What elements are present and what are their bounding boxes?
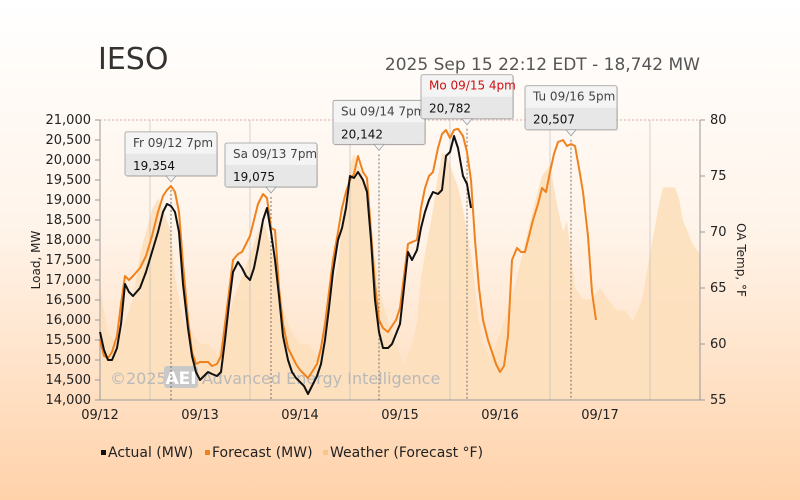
- weather-area-layer: [100, 153, 700, 400]
- callout-pointer: [461, 118, 473, 126]
- callout: Tu 09/16 5pm 20,507: [524, 85, 618, 137]
- x-tick-label: 09/16: [481, 408, 518, 423]
- legend-swatch-forecast: [205, 450, 210, 455]
- callout-value: 20,782: [429, 102, 471, 116]
- callout-value: 19,354: [133, 159, 175, 173]
- callout-pointer: [265, 186, 277, 194]
- y-tick-label: 15,500: [46, 333, 92, 348]
- callout: Su 09/14 7pm 20,142: [332, 99, 426, 151]
- callout-value: 20,507: [533, 113, 575, 127]
- series-line-layer: [99, 127, 597, 395]
- y-tick-label: 17,000: [46, 273, 92, 288]
- y-tick-label: 21,000: [46, 113, 92, 128]
- watermark: ©2025 AEI Advanced Energy Intelligence: [110, 366, 440, 389]
- y-tick-label: 14,000: [46, 393, 92, 408]
- y-tick-label: 20,500: [46, 133, 92, 148]
- y-axis-left: 14,000 14,500 15,000 15,500 16,000 16,500 17,0…: [46, 113, 100, 408]
- callout-label: Tu 09/16 5pm: [532, 90, 615, 104]
- callout-value-band: [225, 165, 317, 187]
- y-axis-right: 55 60 65 70 75 80: [700, 113, 727, 408]
- callout: Sa 09/13 7pm 19,075: [224, 142, 318, 194]
- y-tick-label: 18,000: [46, 233, 92, 248]
- y-tick-label: 15,000: [46, 353, 92, 368]
- x-tick-label: 09/15: [381, 408, 418, 423]
- callout-pointer: [165, 175, 177, 183]
- y2-tick-label: 55: [710, 393, 727, 408]
- actual-line: [99, 135, 472, 395]
- y-tick-label: 19,500: [46, 173, 92, 188]
- y2-tick-label: 75: [710, 169, 727, 184]
- y-tick-label: 19,000: [46, 193, 92, 208]
- legend-swatch-weather: [323, 450, 328, 455]
- y2-tick-label: 70: [710, 225, 727, 240]
- callout-layer: Fr 09/12 7pm 19,354 Sa 09/13 7pm 19,075 Su 0…: [124, 74, 618, 194]
- y2-tick-label: 60: [710, 337, 727, 352]
- callout: Fr 09/12 7pm 19,354: [124, 131, 218, 183]
- callout: Mo 09/15 4pm 20,782: [420, 74, 516, 126]
- callout-label: Sa 09/13 7pm: [233, 147, 317, 161]
- y-axis-title: Load, MW: [29, 231, 43, 290]
- legend-label-forecast: Forecast (MW): [212, 445, 313, 461]
- watermark-logo-box: [164, 366, 198, 388]
- y-tick-label: 14,500: [46, 373, 92, 388]
- callout-label: Mo 09/15 4pm: [429, 79, 516, 93]
- chart-legend: Actual (MW) Forecast (MW) Weather (Forec…: [101, 445, 483, 461]
- watermark-text-right: Advanced Energy Intelligence: [202, 369, 440, 388]
- y-tick-label: 16,500: [46, 293, 92, 308]
- x-tick-label: 09/13: [181, 408, 218, 423]
- watermark-logo: AEI: [165, 369, 196, 389]
- callout-value-band: [333, 122, 425, 144]
- x-tick-label: 09/17: [581, 408, 618, 423]
- y-tick-label: 17,500: [46, 253, 92, 268]
- callout-value: 20,142: [341, 127, 383, 141]
- callout-value-band: [525, 107, 617, 130]
- callout-label: Su 09/14 7pm: [341, 104, 425, 118]
- y2-tick-label: 65: [710, 281, 727, 296]
- callout-value: 19,075: [233, 170, 275, 184]
- y-tick-label: 18,500: [46, 213, 92, 228]
- y-tick-label: 16,000: [46, 313, 92, 328]
- x-tick-label: 09/12: [81, 408, 118, 423]
- callout-value-band: [125, 153, 217, 176]
- watermark-text-left: ©2025: [110, 369, 167, 388]
- weather-area: [100, 153, 700, 400]
- plot-area: ©2025 AEI Advanced Energy Intelligence F…: [99, 74, 701, 401]
- legend-label-weather: Weather (Forecast °F): [330, 445, 483, 461]
- legend-label-actual: Actual (MW): [108, 445, 193, 461]
- x-axis: 09/12 09/13 09/14 09/15 09/16 09/17: [81, 408, 618, 423]
- callout-pointer: [373, 143, 385, 151]
- callout-value-band: [421, 96, 513, 119]
- callout-label: Fr 09/12 7pm: [133, 136, 213, 150]
- chart-subtitle: 2025 Sep 15 22:12 EDT - 18,742 MW: [385, 55, 700, 75]
- y2-tick-label: 80: [710, 113, 727, 128]
- x-tick-label: 09/14: [281, 408, 318, 423]
- callout-pointer: [565, 129, 577, 137]
- y-tick-label: 20,000: [46, 153, 92, 168]
- chart-title: IESO: [98, 42, 168, 77]
- legend-swatch-actual: [101, 450, 106, 455]
- y2-axis-title: OA Temp, °F: [734, 223, 748, 297]
